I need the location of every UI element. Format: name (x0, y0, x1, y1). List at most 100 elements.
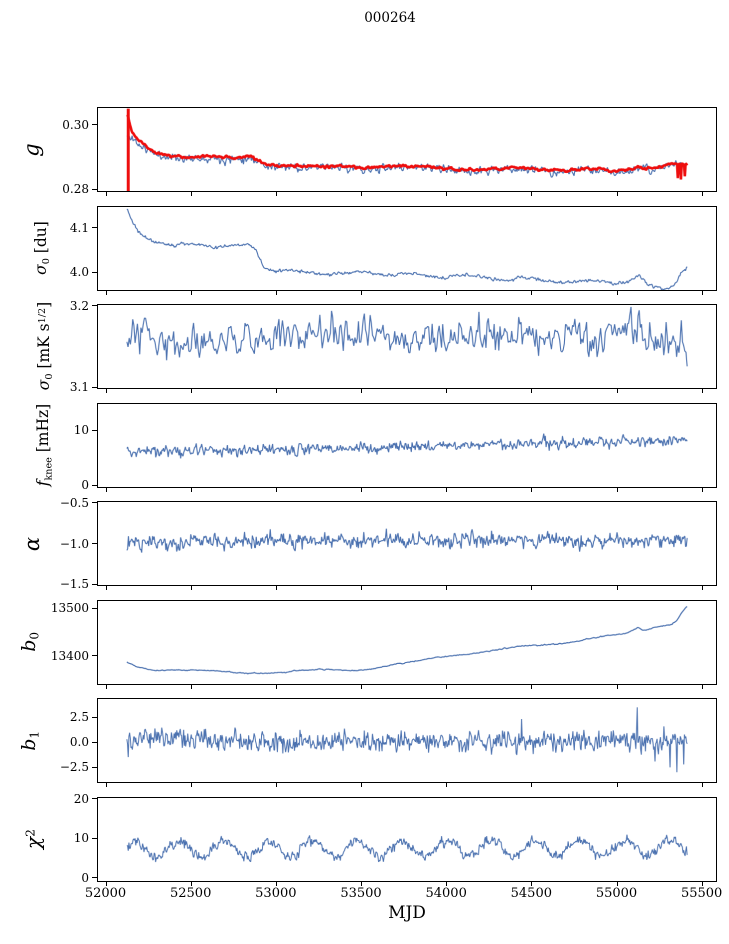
alpha-xtick-mark (616, 586, 618, 590)
sigma0-mk-xtick-mark (446, 389, 448, 393)
b0-xtick-mark (190, 684, 192, 689)
b0-xtick-mark (531, 684, 533, 689)
sigma0-du-ytick-mark (92, 227, 97, 229)
sigma0-mk-xtick-mark (531, 389, 533, 393)
chi2-xtick-mark (616, 881, 618, 886)
alpha-axis-label: α (19, 501, 45, 586)
sigma0-du-axis-label: σ0 [du] (29, 206, 55, 291)
sigma0-du-xtick-mark (616, 290, 618, 295)
sigma0-mk-xtick-mark (616, 389, 618, 393)
fknee-xtick-mark (105, 487, 107, 492)
subplot-alpha (97, 501, 717, 586)
fknee-xtick-mark (531, 487, 533, 492)
chi2-ytick-mark (92, 798, 97, 800)
subplot-sigma0-du (97, 205, 717, 291)
sigma0-du-axis-label-text: σ0 [du] (31, 221, 53, 275)
fknee-xtick-mark (616, 487, 618, 492)
fknee-series-canvas (98, 403, 716, 487)
fknee-xtick-mark (361, 487, 362, 492)
subplot-b1 (97, 698, 717, 783)
chi2-xtick-mark (190, 881, 192, 886)
b1-xtick-mark (531, 783, 533, 787)
b0-xtick-mark (616, 684, 618, 689)
sigma0-du-series-canvas (98, 206, 716, 290)
sigma0-mk-ytick-mark (92, 305, 97, 307)
figure-title: 000264 (364, 10, 416, 26)
x-tick-label: 54000 (425, 885, 467, 901)
g-ytick-mark (92, 188, 97, 190)
subplot-g (97, 107, 717, 192)
chi2-xtick-mark (275, 881, 277, 886)
sigma0-du-ytick-label: 4.1 (69, 220, 89, 235)
sigma0-mk-ytick-label: 3.2 (69, 298, 89, 313)
alpha-xtick-mark (446, 586, 448, 590)
alpha-xtick-mark (361, 586, 362, 590)
g-ytick-label: 0.30 (62, 117, 89, 132)
alpha-ytick-label: −0.5 (59, 495, 89, 510)
g-axis-label-text: g (19, 142, 44, 157)
chi2-xtick-mark (531, 881, 533, 886)
alpha-series-canvas (98, 502, 716, 585)
fknee-ytick-mark (92, 429, 97, 431)
subplot-b0 (97, 599, 717, 685)
g-ytick-mark (92, 124, 97, 126)
fknee-xtick-mark (446, 487, 448, 492)
b0-axis-label: b0 (17, 600, 43, 685)
b1-xtick-mark (616, 783, 618, 787)
alpha-axis-label-text: α (20, 536, 44, 551)
chi2-xtick-mark (361, 881, 362, 886)
subplot-chi2 (97, 796, 717, 882)
b1-xtick-mark (361, 783, 362, 787)
b0-ytick-mark (92, 607, 97, 609)
chi2-ytick-label: 0 (81, 870, 89, 885)
alpha-xtick-mark (531, 586, 533, 590)
b1-ytick-label: 0.0 (69, 735, 89, 749)
sigma0-du-xtick-mark (531, 290, 533, 295)
fknee-xtick-mark (275, 487, 277, 492)
fknee-axis-label-text: fknee [mHz] (33, 403, 55, 487)
b0-series-canvas (98, 600, 716, 684)
b0-ytick-label: 13500 (50, 601, 89, 616)
chi2-axis-label: χ2 (20, 797, 46, 882)
alpha-ytick-label: −1.5 (59, 577, 89, 592)
g-ytick-label: 0.28 (62, 182, 89, 197)
g-xtick-mark (531, 192, 533, 196)
b1-xtick-mark (275, 783, 277, 787)
alpha-xtick-mark (105, 586, 107, 590)
sigma0-du-ytick-mark (92, 271, 97, 273)
x-tick-label: 53000 (255, 885, 297, 901)
b1-ytick-label: 2.5 (69, 710, 89, 724)
b0-xtick-mark (446, 684, 448, 689)
b1-series-canvas (98, 699, 716, 782)
b1-xtick-mark (701, 783, 703, 787)
x-tick-label: 53500 (340, 885, 382, 901)
sigma0-mk-xtick-mark (105, 389, 107, 393)
fknee-xtick-mark (190, 487, 192, 492)
sigma0-du-xtick-mark (446, 290, 448, 295)
alpha-ytick-mark (92, 583, 97, 585)
b0-xtick-mark (361, 684, 362, 689)
alpha-xtick-mark (275, 586, 277, 590)
fknee-xtick-mark (701, 487, 703, 492)
fknee-ytick-label: 10 (73, 423, 89, 438)
g-xtick-mark (275, 192, 277, 196)
b0-ytick-label: 13400 (50, 648, 89, 663)
x-tick-label: 55500 (680, 885, 723, 901)
b1-xtick-mark (190, 783, 192, 787)
sigma0-mk-series-canvas (98, 305, 716, 388)
sigma0-du-xtick-mark (275, 290, 277, 295)
subplot-sigma0-mk (97, 304, 717, 389)
chi2-ytick-label: 10 (73, 831, 89, 846)
g-xtick-mark (190, 192, 192, 196)
chi2-ytick-label: 20 (73, 791, 89, 806)
alpha-ytick-mark (92, 502, 97, 504)
b1-axis-label: b1 (17, 698, 43, 783)
sigma0-du-ytick-label: 4.0 (69, 265, 89, 279)
b0-xtick-mark (105, 684, 107, 689)
sigma0-mk-ytick-mark (92, 386, 97, 388)
b1-ytick-mark (92, 766, 97, 768)
fknee-ytick-mark (92, 484, 97, 486)
fknee-axis-label: fknee [mHz] (31, 403, 57, 488)
b1-ytick-mark (92, 716, 97, 718)
